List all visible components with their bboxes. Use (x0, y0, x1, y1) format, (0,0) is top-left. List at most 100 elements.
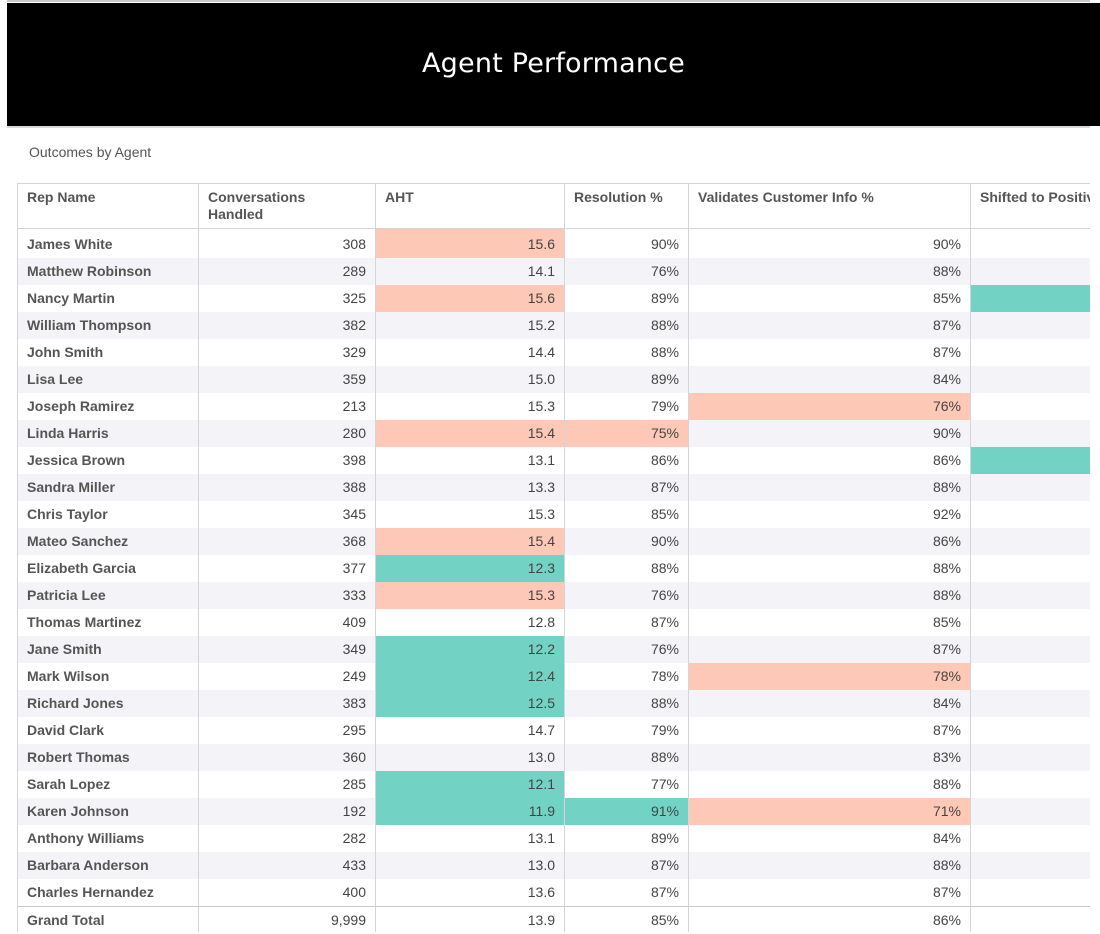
conversations-cell: 359 (198, 366, 376, 393)
aht-cell: 15.6 (375, 285, 565, 312)
shifted-cell (970, 690, 1090, 717)
table-row: Matthew Robinson 289 14.1 76% 88% (17, 258, 1090, 285)
column-header-rep-name[interactable]: Rep Name (17, 183, 199, 229)
rep-name-cell: Nancy Martin (17, 285, 199, 312)
aht-cell: 13.0 (375, 744, 565, 771)
resolution-cell: 87% (564, 474, 689, 501)
table-row: Anthony Williams 282 13.1 89% 84% (17, 825, 1090, 852)
table-row: Nancy Martin 325 15.6 89% 85% (17, 285, 1090, 312)
conversations-cell: 285 (198, 771, 376, 798)
resolution-cell: 89% (564, 825, 689, 852)
rep-name-cell: William Thompson (17, 312, 199, 339)
column-header-resolution[interactable]: Resolution % (564, 183, 689, 229)
rep-name-cell: Chris Taylor (17, 501, 199, 528)
resolution-cell: 75% (564, 420, 689, 447)
rep-name-cell: Thomas Martinez (17, 609, 199, 636)
shifted-cell (970, 339, 1090, 366)
shifted-cell (970, 555, 1090, 582)
resolution-cell: 76% (564, 258, 689, 285)
conversations-cell: 360 (198, 744, 376, 771)
shifted-cell (970, 420, 1090, 447)
shifted-cell (970, 285, 1090, 312)
rep-name-cell: Jessica Brown (17, 447, 199, 474)
validates-cell: 88% (688, 852, 971, 879)
header-divider (7, 126, 1090, 128)
column-header-validates-customer-info[interactable]: Validates Customer Info % (688, 183, 971, 229)
validates-cell: 90% (688, 228, 971, 258)
aht-cell: 12.1 (375, 771, 565, 798)
resolution-cell: 77% (564, 771, 689, 798)
validates-cell: 88% (688, 258, 971, 285)
aht-cell: 15.0 (375, 366, 565, 393)
aht-cell: 14.4 (375, 339, 565, 366)
aht-cell: 13.3 (375, 474, 565, 501)
conversations-cell: 329 (198, 339, 376, 366)
shifted-cell (970, 474, 1090, 501)
resolution-cell: 87% (564, 879, 689, 907)
aht-cell: 12.5 (375, 690, 565, 717)
shifted-cell (970, 501, 1090, 528)
resolution-cell: 90% (564, 228, 689, 258)
table-row: Lisa Lee 359 15.0 89% 84% (17, 366, 1090, 393)
validates-cell: 88% (688, 555, 971, 582)
validates-cell: 86% (688, 528, 971, 555)
validates-cell: 90% (688, 420, 971, 447)
shifted-cell (970, 447, 1090, 474)
agent-table-container[interactable]: Rep Name Conversations Handled AHT Resol… (17, 183, 1090, 932)
validates-cell: 83% (688, 744, 971, 771)
table-row: Sarah Lopez 285 12.1 77% 88% (17, 771, 1090, 798)
validates-cell: 85% (688, 609, 971, 636)
table-row: Barbara Anderson 433 13.0 87% 88% (17, 852, 1090, 879)
shifted-cell (970, 312, 1090, 339)
aht-cell: 13.1 (375, 825, 565, 852)
aht-cell: 14.1 (375, 258, 565, 285)
shifted-cell (970, 228, 1090, 258)
validates-cell: 87% (688, 717, 971, 744)
conversations-cell: 377 (198, 555, 376, 582)
column-header-conversations-handled[interactable]: Conversations Handled (198, 183, 376, 229)
table-row: Linda Harris 280 15.4 75% 90% (17, 420, 1090, 447)
validates-cell: 87% (688, 879, 971, 907)
validates-cell: 87% (688, 312, 971, 339)
validates-cell: 88% (688, 582, 971, 609)
conversations-cell: 280 (198, 420, 376, 447)
resolution-cell: 79% (564, 717, 689, 744)
rep-name-cell: Patricia Lee (17, 582, 199, 609)
table-row: Chris Taylor 345 15.3 85% 92% (17, 501, 1090, 528)
aht-cell: 15.2 (375, 312, 565, 339)
table-row: Patricia Lee 333 15.3 76% 88% (17, 582, 1090, 609)
resolution-cell: 87% (564, 609, 689, 636)
rep-name-cell: David Clark (17, 717, 199, 744)
table-header-row: Rep Name Conversations Handled AHT Resol… (17, 183, 1090, 229)
shifted-cell (970, 852, 1090, 879)
resolution-cell: 79% (564, 393, 689, 420)
column-header-shifted-to-positive[interactable]: Shifted to Positive (970, 183, 1090, 229)
validates-cell: 78% (688, 663, 971, 690)
conversations-cell: 400 (198, 879, 376, 907)
rep-name-cell: Sarah Lopez (17, 771, 199, 798)
conversations-cell: 192 (198, 798, 376, 825)
rep-name-cell: Jane Smith (17, 636, 199, 663)
column-header-aht[interactable]: AHT (375, 183, 565, 229)
aht-cell: 12.3 (375, 555, 565, 582)
table-row: James White 308 15.6 90% 90% (17, 228, 1090, 258)
conversations-cell: 282 (198, 825, 376, 852)
validates-cell: 88% (688, 771, 971, 798)
aht-cell: 13.1 (375, 447, 565, 474)
resolution-cell: 88% (564, 555, 689, 582)
validates-cell: 86% (688, 447, 971, 474)
resolution-cell: 85% (564, 501, 689, 528)
table-row: Joseph Ramirez 213 15.3 79% 76% (17, 393, 1090, 420)
conversations-cell: 368 (198, 528, 376, 555)
rep-name-cell: John Smith (17, 339, 199, 366)
shifted-cell (970, 582, 1090, 609)
table-row: Mark Wilson 249 12.4 78% 78% (17, 663, 1090, 690)
resolution-cell: 88% (564, 339, 689, 366)
aht-cell: 13.0 (375, 852, 565, 879)
agent-performance-table: Rep Name Conversations Handled AHT Resol… (17, 183, 1090, 932)
validates-cell: 84% (688, 825, 971, 852)
rep-name-cell: Barbara Anderson (17, 852, 199, 879)
table-row: William Thompson 382 15.2 88% 87% (17, 312, 1090, 339)
shifted-cell (970, 879, 1090, 907)
rep-name-cell: Karen Johnson (17, 798, 199, 825)
